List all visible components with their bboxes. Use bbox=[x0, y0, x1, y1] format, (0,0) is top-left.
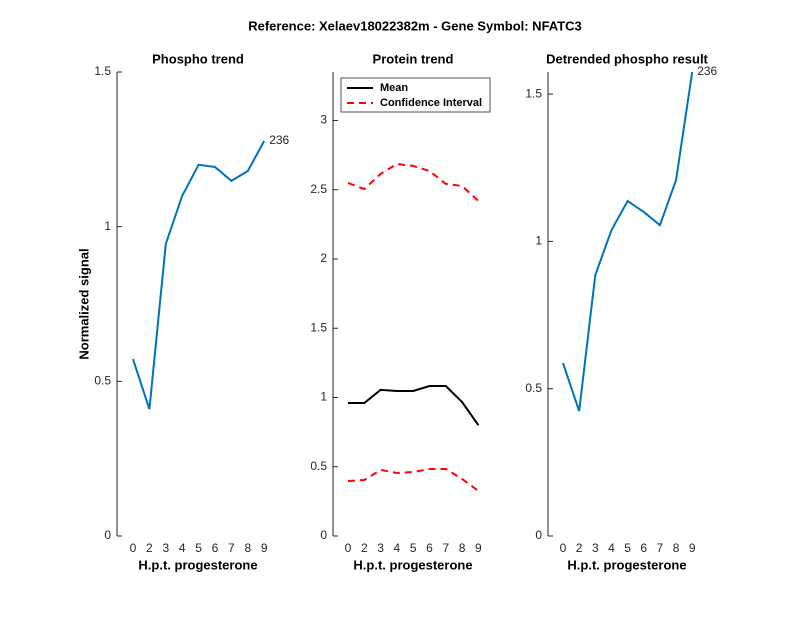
data-line bbox=[347, 467, 479, 492]
line-label: 236 bbox=[697, 64, 717, 78]
x-tick-label: 4 bbox=[394, 541, 401, 555]
x-tick-label: 4 bbox=[608, 541, 615, 555]
y-tick-label: 1 bbox=[104, 219, 111, 233]
y-tick-label: 1.5 bbox=[94, 64, 111, 78]
x-axis-label: H.p.t. progesterone bbox=[353, 557, 472, 572]
x-tick-label: 3 bbox=[377, 541, 384, 555]
y-tick-label: 2 bbox=[320, 251, 327, 265]
x-tick-label: 9 bbox=[475, 541, 482, 555]
y-tick-label: 0 bbox=[535, 528, 542, 542]
data-line bbox=[347, 162, 480, 202]
figure-title: Reference: Xelaev18022382m - Gene Symbol… bbox=[248, 18, 582, 33]
y-tick-label: 0.5 bbox=[310, 459, 327, 473]
x-tick-label: 7 bbox=[228, 541, 235, 555]
x-tick-label: 6 bbox=[212, 541, 219, 555]
y-axis-label: Normalized signal bbox=[76, 248, 91, 359]
subplot-title: Protein trend bbox=[373, 51, 454, 66]
y-tick-label: 0 bbox=[320, 528, 327, 542]
x-tick-label: 8 bbox=[244, 541, 251, 555]
x-tick-label: 3 bbox=[592, 541, 599, 555]
legend-label: Confidence Interval bbox=[380, 97, 482, 109]
legend-label: Mean bbox=[380, 82, 408, 94]
y-tick-label: 1 bbox=[320, 390, 327, 404]
y-tick-label: 0.5 bbox=[525, 381, 542, 395]
data-line bbox=[562, 71, 694, 412]
x-tick-label: 9 bbox=[689, 541, 696, 555]
y-tick-label: 0 bbox=[104, 528, 111, 542]
y-tick-label: 0.5 bbox=[94, 374, 111, 388]
x-tick-label: 9 bbox=[261, 541, 268, 555]
y-tick-label: 2.5 bbox=[310, 182, 327, 196]
x-tick-label: 6 bbox=[640, 541, 647, 555]
y-tick-label: 1.5 bbox=[310, 320, 327, 334]
y-tick-label: 1.5 bbox=[525, 86, 542, 100]
x-axis-label: H.p.t. progesterone bbox=[138, 557, 257, 572]
x-tick-label: 8 bbox=[673, 541, 680, 555]
x-tick-label: 0 bbox=[130, 541, 137, 555]
x-tick-label: 5 bbox=[624, 541, 631, 555]
legend-box bbox=[340, 77, 491, 113]
x-tick-label: 7 bbox=[442, 541, 449, 555]
x-tick-label: 2 bbox=[146, 541, 153, 555]
y-tick-label: 1 bbox=[535, 234, 542, 248]
data-line bbox=[348, 384, 480, 426]
x-tick-label: 5 bbox=[410, 541, 417, 555]
subplot-title: Detrended phospho result bbox=[546, 51, 708, 66]
x-tick-label: 0 bbox=[345, 541, 352, 555]
x-tick-label: 0 bbox=[560, 541, 567, 555]
x-tick-label: 2 bbox=[361, 541, 368, 555]
x-tick-label: 5 bbox=[195, 541, 202, 555]
x-tick-label: 6 bbox=[426, 541, 433, 555]
data-line bbox=[132, 140, 266, 410]
line-label: 236 bbox=[269, 133, 289, 147]
x-tick-label: 8 bbox=[459, 541, 466, 555]
subplot-title: Phospho trend bbox=[152, 51, 244, 66]
x-tick-label: 2 bbox=[576, 541, 583, 555]
x-tick-label: 4 bbox=[179, 541, 186, 555]
x-axis-label: H.p.t. progesterone bbox=[567, 557, 686, 572]
y-tick-label: 3 bbox=[320, 113, 327, 127]
x-tick-label: 3 bbox=[162, 541, 169, 555]
x-tick-label: 7 bbox=[657, 541, 664, 555]
